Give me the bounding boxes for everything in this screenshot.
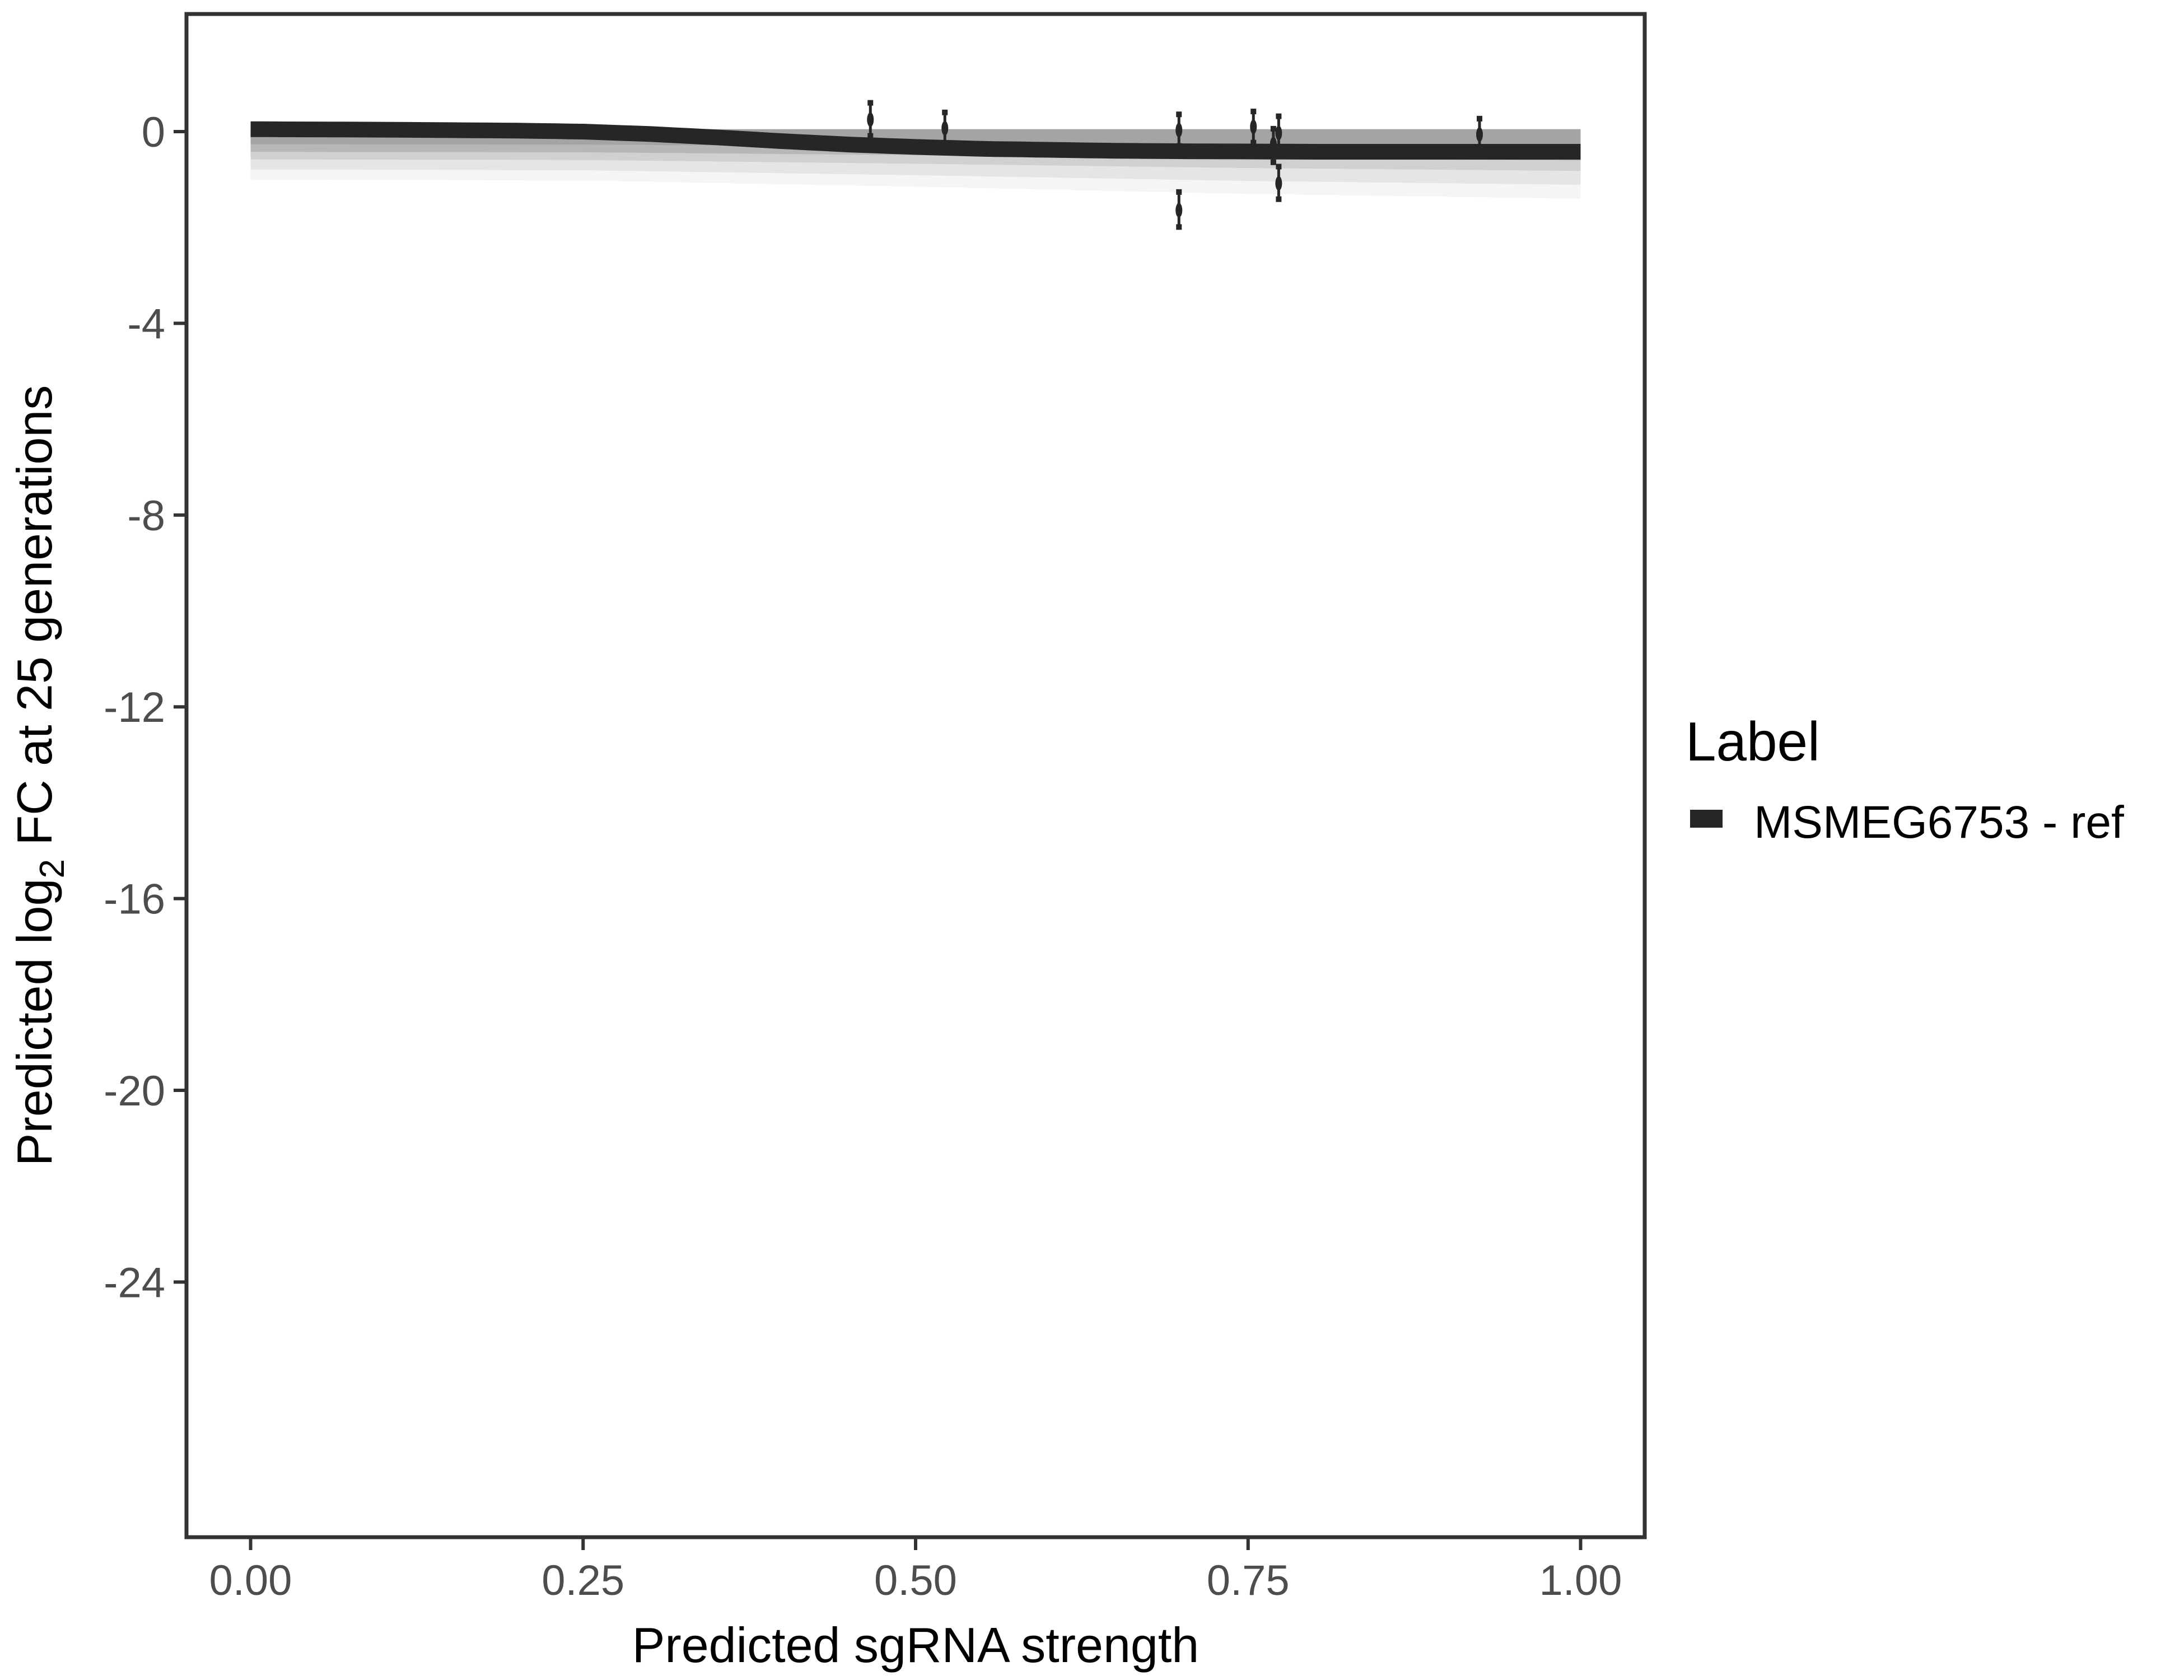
error-bar-cap (1270, 159, 1276, 165)
data-point-7 (1275, 164, 1282, 202)
point-marker (1275, 176, 1282, 191)
error-bar-cap (1276, 196, 1282, 202)
x-tick-label: 0.75 (1207, 1557, 1290, 1604)
y-axis-title-prefix: Predicted log (7, 879, 62, 1166)
error-bar-cap (942, 141, 948, 147)
legend-title: Label (1686, 711, 1820, 772)
data-point-3 (1175, 189, 1183, 230)
y-axis: 0 -4 -8 -12 -16 -20 -24 (104, 109, 185, 1306)
y-tick-label: -20 (104, 1067, 165, 1115)
error-bar-cap (1176, 111, 1182, 118)
data-point-5 (1270, 125, 1277, 165)
point-marker (1476, 127, 1483, 142)
y-axis-title: Predicted log2 FC at 25 generations (7, 385, 72, 1166)
point-marker (1175, 203, 1183, 218)
x-axis: 0.00 0.25 0.50 0.75 1.00 (209, 1539, 1622, 1604)
x-tick-label: 1.00 (1539, 1557, 1622, 1604)
x-tick-label: 0.50 (874, 1557, 957, 1604)
y-tick-label: -16 (104, 876, 165, 923)
data-point-6 (1275, 113, 1282, 153)
point-marker (867, 112, 874, 127)
data-point-2 (1175, 111, 1183, 149)
point-marker (1175, 123, 1183, 138)
error-bar-cap (1250, 139, 1257, 146)
error-bar-cap (867, 133, 874, 139)
y-tick-label: -8 (127, 492, 165, 540)
x-tick-label: 0.00 (209, 1557, 292, 1604)
error-bar-cap (867, 100, 874, 106)
legend-label: MSMEG6753 - ref (1754, 797, 2124, 848)
y-tick-label: -4 (127, 300, 165, 348)
legend: Label MSMEG6753 - ref (1686, 711, 2124, 848)
error-bar-cap (1276, 164, 1282, 170)
y-tick-label: -12 (104, 684, 165, 731)
error-bar-cap (1176, 224, 1182, 230)
data-point-8 (1476, 115, 1483, 153)
y-tick-label: -24 (104, 1259, 165, 1306)
data-point-0 (867, 100, 874, 139)
x-axis-title: Predicted sgRNA strength (632, 1617, 1200, 1673)
error-bar-cap (1250, 109, 1257, 115)
point-marker (1270, 137, 1277, 152)
panel-border (184, 12, 1647, 1539)
error-bar-cap (1270, 125, 1276, 132)
data-point-4 (1250, 109, 1257, 146)
data-point-1 (941, 109, 949, 147)
y-axis-title-subscript: 2 (33, 859, 72, 878)
error-bar-cap (942, 109, 948, 115)
data-points-layer (867, 100, 1483, 230)
legend-key (1690, 810, 1723, 828)
error-bar-cap (1477, 147, 1482, 153)
y-tick-label: 0 (142, 109, 165, 156)
error-bar-cap (1276, 147, 1282, 153)
point-marker (941, 121, 949, 136)
fit-line (250, 121, 1581, 160)
error-bar-cap (1477, 115, 1482, 122)
x-tick-label: 0.25 (542, 1557, 624, 1604)
error-bar-cap (1176, 143, 1182, 149)
point-marker (1275, 125, 1282, 141)
error-bar-cap (1176, 189, 1182, 195)
error-bar-cap (1276, 113, 1282, 119)
point-marker (1250, 119, 1257, 134)
y-axis-title-suffix: FC at 25 generations (7, 385, 62, 859)
